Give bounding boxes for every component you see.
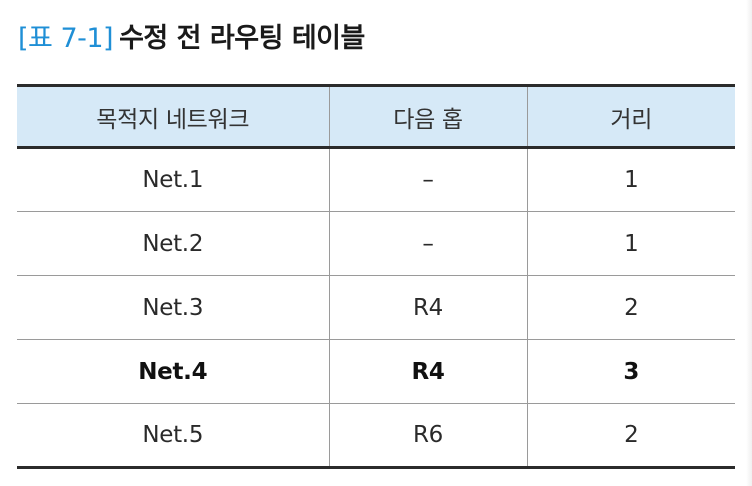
cell-next-hop: –: [328, 211, 527, 276]
cell-next-hop: –: [328, 147, 527, 212]
cell-distance: 1: [526, 211, 735, 276]
header-destination: 목적지 네트워크: [96, 106, 250, 133]
routing-table: 목적지 네트워크 다음 홉 거리 Net.1 – 1 Net.2 – 1 Net…: [17, 84, 735, 469]
cell-destination: Net.1: [142, 167, 204, 193]
page-edge-shadow: [746, 0, 752, 486]
cell-distance: 2: [526, 403, 735, 468]
cell-distance: 1: [526, 147, 735, 212]
cell-destination: Net.3: [142, 294, 204, 321]
table-row: Net.2 – 1: [17, 211, 735, 276]
table-row: Net.5 R6 2: [17, 403, 735, 468]
header-next-hop: 다음 홉: [328, 85, 527, 148]
table-row: Net.3 R4 2: [17, 275, 735, 340]
cell-destination: Net.5: [142, 422, 204, 448]
table-row-highlighted: Net.4 R4 3: [17, 339, 735, 404]
header-row: 목적지 네트워크 다음 홉 거리: [17, 85, 735, 148]
cell-next-hop: R6: [328, 403, 527, 468]
table-header: 목적지 네트워크 다음 홉 거리: [17, 85, 735, 148]
table-caption: [표 7-1] 수정 전 라우팅 테이블: [18, 22, 365, 56]
cell-destination: Net.4: [138, 358, 208, 385]
cell-next-hop: R4: [328, 339, 527, 404]
table-row: Net.1 – 1: [17, 147, 735, 212]
table-body: Net.1 – 1 Net.2 – 1 Net.3 R4 2 Net.4 R4 …: [17, 147, 735, 468]
cell-next-hop: R4: [328, 275, 527, 340]
cell-distance: 2: [526, 275, 735, 340]
cell-destination: Net.2: [142, 230, 204, 257]
table-number: [표 7-1]: [18, 23, 114, 54]
cell-distance: 3: [526, 339, 735, 404]
table-title: 수정 전 라우팅 테이블: [119, 23, 365, 54]
header-distance: 거리: [526, 85, 735, 148]
